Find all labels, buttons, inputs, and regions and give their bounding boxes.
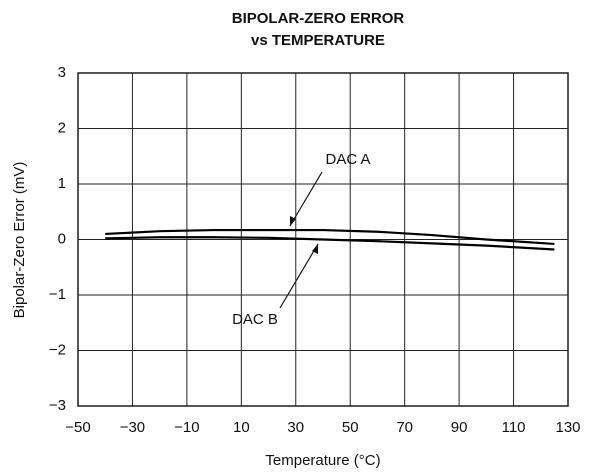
x-tick-label: 130 (555, 419, 580, 436)
series-line (105, 236, 555, 251)
pointer-a (289, 171, 323, 227)
y-tick-label: −2 (49, 341, 66, 358)
y-tick-label: 3 (58, 64, 66, 81)
x-tick-label: 90 (451, 419, 468, 436)
chart-title: BIPOLAR-ZERO ERROR (232, 10, 405, 27)
y-tick-label: 0 (58, 230, 66, 247)
arrowhead-b (312, 244, 318, 254)
x-axis-label: Temperature (°C) (265, 452, 380, 469)
series-label: DAC A (325, 151, 370, 168)
y-tick-label: 2 (58, 119, 66, 136)
x-tick-label: 30 (287, 419, 304, 436)
series-line (105, 228, 555, 246)
y-tick-label: 1 (58, 175, 66, 192)
x-tick-label: 50 (342, 419, 359, 436)
y-tick-label: −1 (49, 286, 66, 303)
y-axis-label: Bipolar-Zero Error (mV) (11, 162, 28, 319)
y-tick-label: −3 (49, 397, 66, 414)
x-tick-label: 110 (502, 419, 526, 436)
x-tick-label: 70 (396, 419, 413, 436)
pointer-b (279, 243, 319, 309)
x-tick-label: 10 (233, 419, 250, 436)
chart-subtitle: vs TEMPERATURE (251, 32, 385, 49)
x-tick-label: −50 (65, 419, 90, 436)
series-label: DAC B (232, 311, 278, 328)
x-tick-label: −10 (174, 419, 199, 436)
x-tick-label: −30 (120, 419, 145, 436)
arrowhead-a (290, 216, 296, 226)
